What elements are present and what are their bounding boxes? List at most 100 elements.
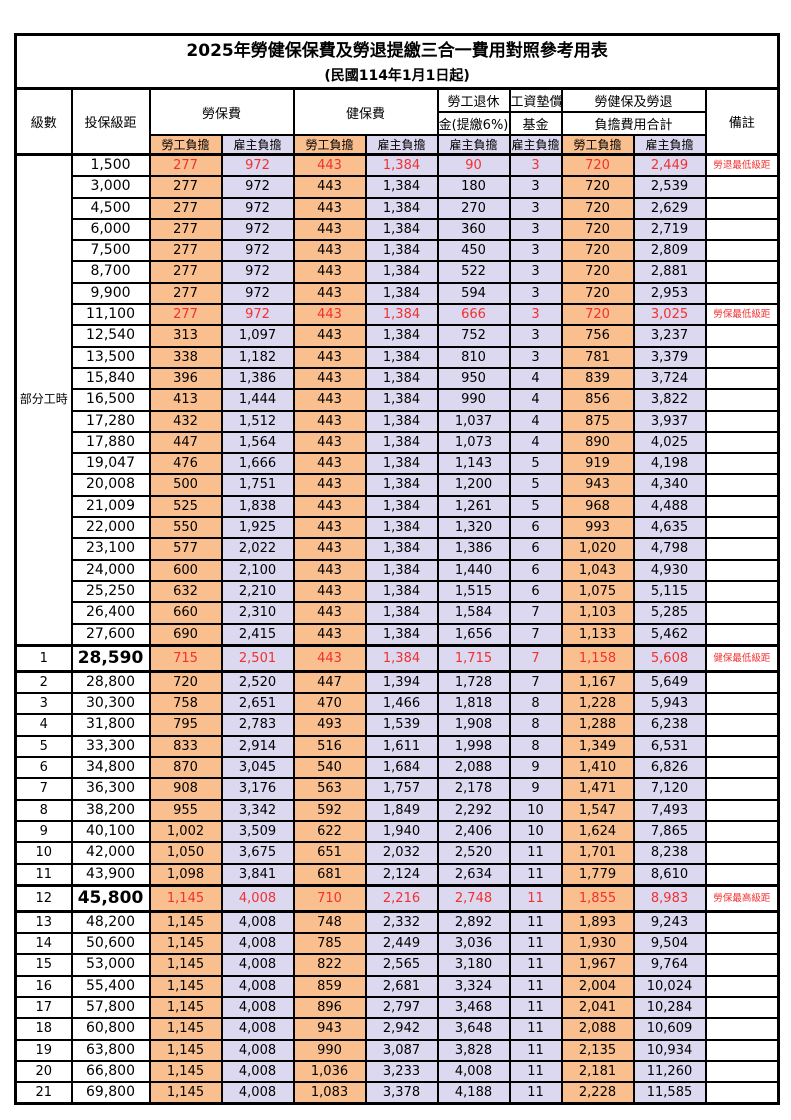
cell-value: 2,501 xyxy=(220,643,295,673)
cell-value: 1,384 xyxy=(364,430,439,455)
col-header-total-line2: 負擔費用合計 xyxy=(560,111,707,136)
cell-value: 577 xyxy=(148,537,223,561)
cell-value: 8 xyxy=(508,692,563,716)
cell-value: 450 xyxy=(436,239,511,263)
cell-note xyxy=(704,1059,780,1084)
cell-bracket: 50,600 xyxy=(70,932,151,956)
col-header-bracket: 投保級距 xyxy=(70,87,151,156)
cell-value: 3,087 xyxy=(364,1038,439,1062)
cell-value: 1,715 xyxy=(436,643,511,673)
cell-value: 413 xyxy=(148,388,223,412)
cell-value: 1,320 xyxy=(436,516,511,540)
cell-value: 972 xyxy=(220,175,295,199)
cell-value: 1,384 xyxy=(364,516,439,540)
cell-value: 1,384 xyxy=(364,345,439,369)
cell-value: 7 xyxy=(508,643,563,673)
cell-value: 1,684 xyxy=(364,756,439,780)
cell-value: 1,145 xyxy=(148,883,223,913)
cell-value: 2,881 xyxy=(632,260,707,284)
cell-bracket: 1,500 xyxy=(70,153,151,178)
cell-value: 1,145 xyxy=(148,910,223,935)
cell-value: 1,384 xyxy=(364,260,439,284)
cell-note xyxy=(704,910,780,935)
subheader-labor-employee: 勞工負擔 xyxy=(148,134,223,156)
cell-value: 3 xyxy=(508,281,563,306)
table-row: 部分工時 1,500 277 972 443 1,384 90 3 720 2,449 勞退最低級距 xyxy=(14,153,780,647)
cell-value: 1,167 xyxy=(560,670,635,695)
cell-value: 493 xyxy=(292,713,367,737)
cell-value: 443 xyxy=(292,622,367,647)
table-row: 6,000 277 972 443 1,384 360 3 720 2,719 xyxy=(16,217,780,242)
cell-value: 2,719 xyxy=(632,217,707,242)
cell-level: 13 xyxy=(14,910,73,935)
table-row: 19 63,800 1,145 4,008 990 3,087 3,828 11 2,135 10… xyxy=(14,1038,780,1062)
cell-value: 1,384 xyxy=(364,303,439,327)
cell-value: 4,008 xyxy=(220,1059,295,1084)
cell-value: 1,145 xyxy=(148,995,223,1020)
cell-value: 277 xyxy=(148,260,223,284)
cell-bracket: 63,800 xyxy=(70,1038,151,1062)
cell-bracket: 28,800 xyxy=(70,670,151,695)
cell-value: 1,893 xyxy=(560,910,635,935)
subheader-labor-employer: 雇主負擔 xyxy=(220,134,295,156)
cell-value: 1,728 xyxy=(436,670,511,695)
cell-value: 4,008 xyxy=(220,953,295,977)
cell-value: 972 xyxy=(220,217,295,242)
table-row: 14 50,600 1,145 4,008 785 2,449 3,036 11 1,930 9,… xyxy=(14,932,780,956)
col-header-pension-line2: 金(提繳6%) xyxy=(436,111,511,136)
cell-bracket: 36,300 xyxy=(70,777,151,801)
cell-value: 720 xyxy=(560,281,635,306)
cell-value: 781 xyxy=(560,345,635,369)
cell-value: 443 xyxy=(292,196,367,220)
cell-value: 870 xyxy=(148,756,223,780)
cell-value: 1,908 xyxy=(436,713,511,737)
cell-value: 443 xyxy=(292,324,367,348)
cell-value: 2,124 xyxy=(364,862,439,887)
cell-value: 720 xyxy=(560,239,635,263)
cell-value: 550 xyxy=(148,516,223,540)
cell-value: 3,233 xyxy=(364,1059,439,1084)
cell-value: 447 xyxy=(292,670,367,695)
cell-value: 2,520 xyxy=(220,670,295,695)
cell-value: 1,547 xyxy=(560,798,635,822)
cell-value: 756 xyxy=(560,324,635,348)
cell-bracket: 9,900 xyxy=(70,281,151,306)
table-row: 7,500 277 972 443 1,384 450 3 720 2,809 xyxy=(16,239,780,263)
cell-bracket: 21,009 xyxy=(70,494,151,519)
cell-value: 720 xyxy=(148,670,223,695)
cell-value: 1,386 xyxy=(436,537,511,561)
cell-value: 338 xyxy=(148,345,223,369)
cell-level: 9 xyxy=(14,819,73,844)
cell-value: 3,648 xyxy=(436,1017,511,1041)
cell-note xyxy=(704,622,780,647)
cell-value: 950 xyxy=(436,366,511,391)
cell-value: 1,145 xyxy=(148,932,223,956)
cell-value: 2,022 xyxy=(220,537,295,561)
cell-value: 10,284 xyxy=(632,995,707,1020)
cell-level: 2 xyxy=(14,670,73,695)
cell-note xyxy=(704,579,780,604)
cell-value: 4,008 xyxy=(220,1081,295,1105)
cell-value: 990 xyxy=(292,1038,367,1062)
cell-note xyxy=(704,734,780,759)
table-row: 4 31,800 795 2,783 493 1,539 1,908 8 1,288 6,238 xyxy=(14,713,780,737)
cell-value: 2,914 xyxy=(220,734,295,759)
cell-bracket: 57,800 xyxy=(70,995,151,1020)
subheader-pension-employer: 雇主負擔 xyxy=(436,134,511,156)
cell-value: 785 xyxy=(292,932,367,956)
table-row: 9 40,100 1,002 3,509 622 1,940 2,406 10 1,624 7,8… xyxy=(14,819,780,844)
cell-value: 3,036 xyxy=(436,932,511,956)
cell-value: 500 xyxy=(148,473,223,497)
cell-value: 1,182 xyxy=(220,345,295,369)
cell-value: 9 xyxy=(508,756,563,780)
cell-value: 3,342 xyxy=(220,798,295,822)
cell-value: 972 xyxy=(220,281,295,306)
cell-value: 8,238 xyxy=(632,841,707,865)
subheader-wage-fund-employer: 雇主負擔 xyxy=(508,134,563,156)
cell-value: 919 xyxy=(560,452,635,476)
cell-bracket: 38,200 xyxy=(70,798,151,822)
cell-value: 5 xyxy=(508,473,563,497)
cell-value: 908 xyxy=(148,777,223,801)
cell-bracket: 7,500 xyxy=(70,239,151,263)
cell-level: 1 xyxy=(14,643,73,673)
